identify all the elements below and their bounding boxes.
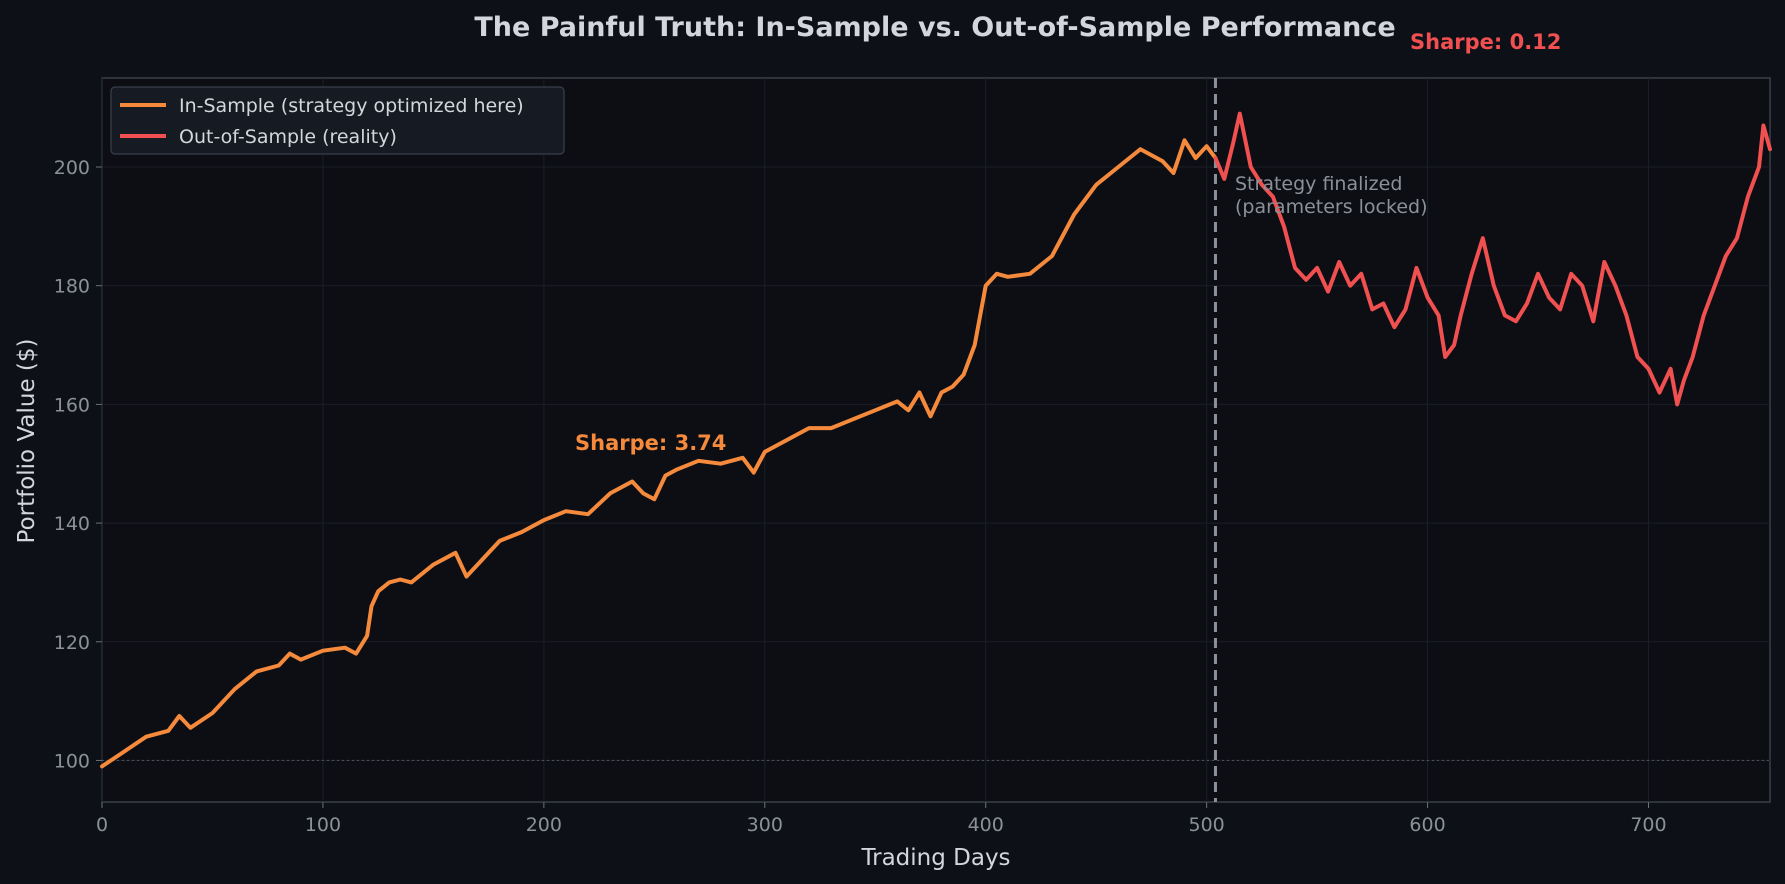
x-tick-label: 400	[968, 814, 1004, 836]
y-tick-label: 160	[54, 394, 90, 416]
grid-lines	[101, 78, 1770, 802]
in-sample-series-line	[100, 138, 1218, 769]
x-tick-label: 100	[305, 814, 341, 836]
split-annotation-line-2: (parameters locked)	[1235, 196, 1428, 218]
plot-area	[101, 77, 1771, 803]
x-tick-label: 200	[526, 814, 562, 836]
y-tick-label: 180	[54, 276, 90, 298]
legend: In-Sample (strategy optimized here) Out-…	[110, 86, 565, 155]
x-tick-label: 0	[96, 814, 108, 836]
out-of-sample-sharpe-label: Sharpe: 0.12	[1410, 30, 1561, 54]
x-tick-label: 700	[1630, 814, 1666, 836]
x-tick-label: 600	[1409, 814, 1445, 836]
y-tick-label: 100	[54, 750, 90, 772]
split-annotation-line-1: Strategy finalized	[1235, 173, 1402, 195]
y-tick-label: 120	[54, 632, 90, 654]
x-axis-ticks: 0 100 200 300 400 500 600 700	[96, 802, 1667, 836]
legend-box	[110, 86, 565, 155]
x-tick-label: 300	[747, 814, 783, 836]
x-tick-label: 500	[1189, 814, 1225, 836]
legend-label-out-of-sample: Out-of-Sample (reality)	[179, 126, 397, 148]
legend-label-in-sample: In-Sample (strategy optimized here)	[179, 95, 524, 117]
series-lines	[100, 111, 1772, 769]
y-axis-ticks: 100 120 140 160 180 200	[54, 157, 102, 772]
y-axis-label: Portfolio Value ($)	[14, 339, 40, 544]
chart-title: The Painful Truth: In-Sample vs. Out-of-…	[474, 12, 1395, 43]
in-sample-sharpe-label: Sharpe: 3.74	[575, 431, 726, 455]
y-tick-label: 200	[54, 157, 90, 179]
y-tick-label: 140	[54, 513, 90, 535]
out-of-sample-series-line	[1213, 111, 1772, 407]
x-axis-label: Trading Days	[860, 845, 1010, 871]
